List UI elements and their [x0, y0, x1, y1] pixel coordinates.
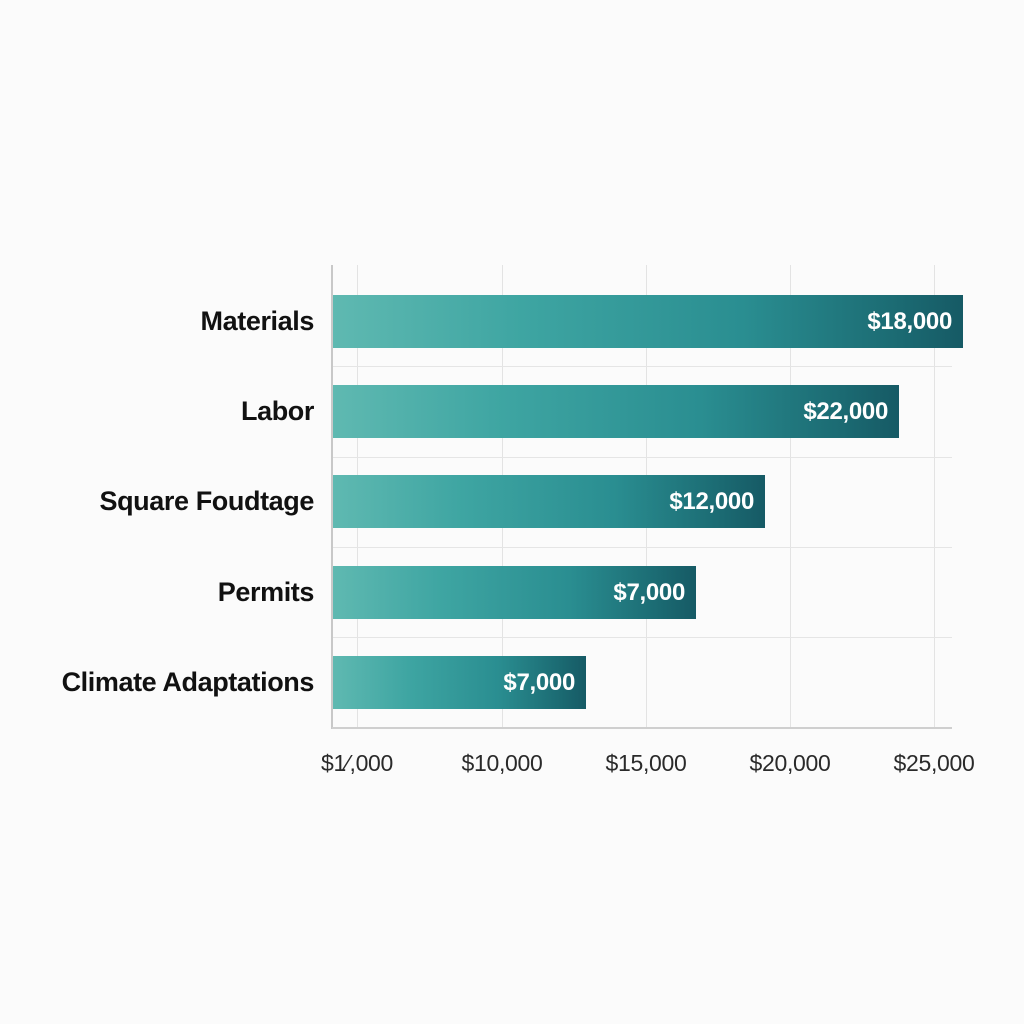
- bar-value-label: $18,000: [867, 307, 952, 335]
- bar-permits: $7,000: [333, 566, 696, 619]
- x-tick-label: $15,000: [605, 750, 687, 776]
- x-tick-label: $25,000: [893, 750, 975, 776]
- x-axis-line: [332, 727, 952, 729]
- bar-square-footage: $12,000: [333, 475, 765, 528]
- category-label-climate-adaptations: Climate Adaptations: [61, 667, 315, 697]
- bar-labor: $22,000: [333, 385, 899, 438]
- category-label-materials: Materials: [200, 306, 315, 336]
- category-label-square-footage: Square Foudtage: [99, 486, 314, 516]
- category-label-labor: Labor: [240, 396, 314, 426]
- bar-climate-adaptations: $7,000: [333, 656, 586, 709]
- gridline-horizontal: [332, 457, 952, 458]
- bar-value-label: $12,000: [669, 487, 754, 515]
- bar-materials: $18,000: [333, 295, 963, 348]
- bar-value-label: $7,000: [503, 668, 575, 696]
- y-axis-line: [331, 265, 333, 729]
- gridline-horizontal: [332, 547, 952, 548]
- x-tick-label: $10,000: [461, 750, 543, 776]
- x-tick-label: $20,000: [749, 750, 831, 776]
- gridline-vertical: [790, 265, 791, 728]
- gridline-vertical: [934, 265, 935, 728]
- gridline-horizontal: [332, 637, 952, 638]
- x-tick-label: $1⁄,000: [320, 750, 394, 776]
- gridline-horizontal: [332, 366, 952, 367]
- bar-value-label: $7,000: [613, 578, 685, 606]
- category-label-permits: Permits: [217, 577, 315, 607]
- bar-value-label: $22,000: [803, 397, 888, 425]
